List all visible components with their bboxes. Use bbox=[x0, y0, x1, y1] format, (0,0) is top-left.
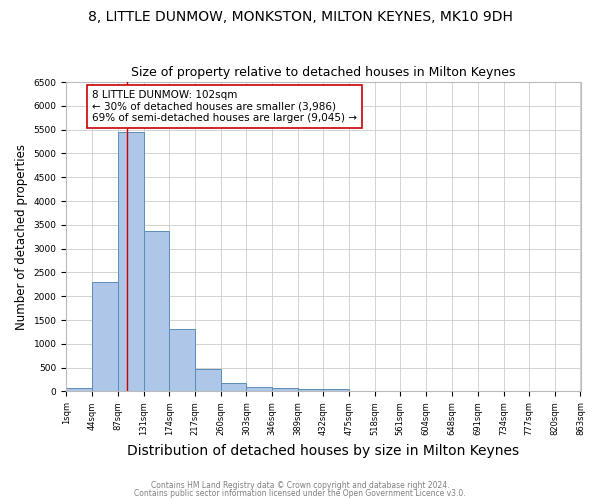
Bar bbox=[221, 382, 247, 392]
X-axis label: Distribution of detached houses by size in Milton Keynes: Distribution of detached houses by size … bbox=[127, 444, 520, 458]
Bar bbox=[66, 388, 92, 392]
Text: Contains HM Land Registry data © Crown copyright and database right 2024.: Contains HM Land Registry data © Crown c… bbox=[151, 481, 449, 490]
Bar bbox=[323, 388, 349, 392]
Bar bbox=[118, 132, 144, 392]
Title: Size of property relative to detached houses in Milton Keynes: Size of property relative to detached ho… bbox=[131, 66, 515, 80]
Text: 8 LITTLE DUNMOW: 102sqm
← 30% of detached houses are smaller (3,986)
69% of semi: 8 LITTLE DUNMOW: 102sqm ← 30% of detache… bbox=[92, 90, 357, 123]
Y-axis label: Number of detached properties: Number of detached properties bbox=[15, 144, 28, 330]
Bar bbox=[195, 369, 221, 392]
Bar bbox=[169, 329, 195, 392]
Text: 8, LITTLE DUNMOW, MONKSTON, MILTON KEYNES, MK10 9DH: 8, LITTLE DUNMOW, MONKSTON, MILTON KEYNE… bbox=[88, 10, 512, 24]
Bar bbox=[92, 282, 118, 392]
Bar bbox=[298, 389, 323, 392]
Bar bbox=[144, 230, 169, 392]
Bar bbox=[272, 388, 298, 392]
Bar bbox=[247, 387, 272, 392]
Text: Contains public sector information licensed under the Open Government Licence v3: Contains public sector information licen… bbox=[134, 488, 466, 498]
